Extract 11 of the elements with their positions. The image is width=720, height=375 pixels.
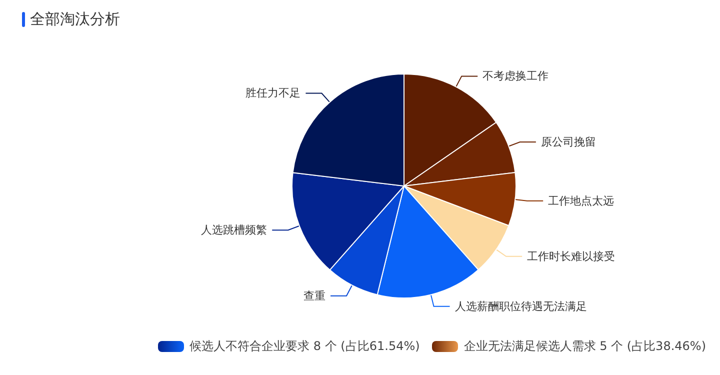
slice-label: 胜任力不足 [246,86,301,100]
slice-label: 人选跳槽频繁 [201,224,268,237]
text: 候选人不符合企业要求 8 个 (占比61.54%) [190,338,420,355]
text: 企业无法满足候选人需求 5 个 (占比38.46%) [464,338,706,355]
slice-label: 不考虑换工作 [482,70,549,83]
slice-label: 人选薪酬职位待遇无法满足 [454,300,587,313]
slice-label: 工作地点太远 [548,194,614,208]
slice-label: 工作时长难以接受 [527,250,616,263]
slice-label: 原公司挽留 [540,135,596,148]
slice-label: 查重 [303,289,326,302]
text: 全部淘汰分析 [30,10,120,29]
